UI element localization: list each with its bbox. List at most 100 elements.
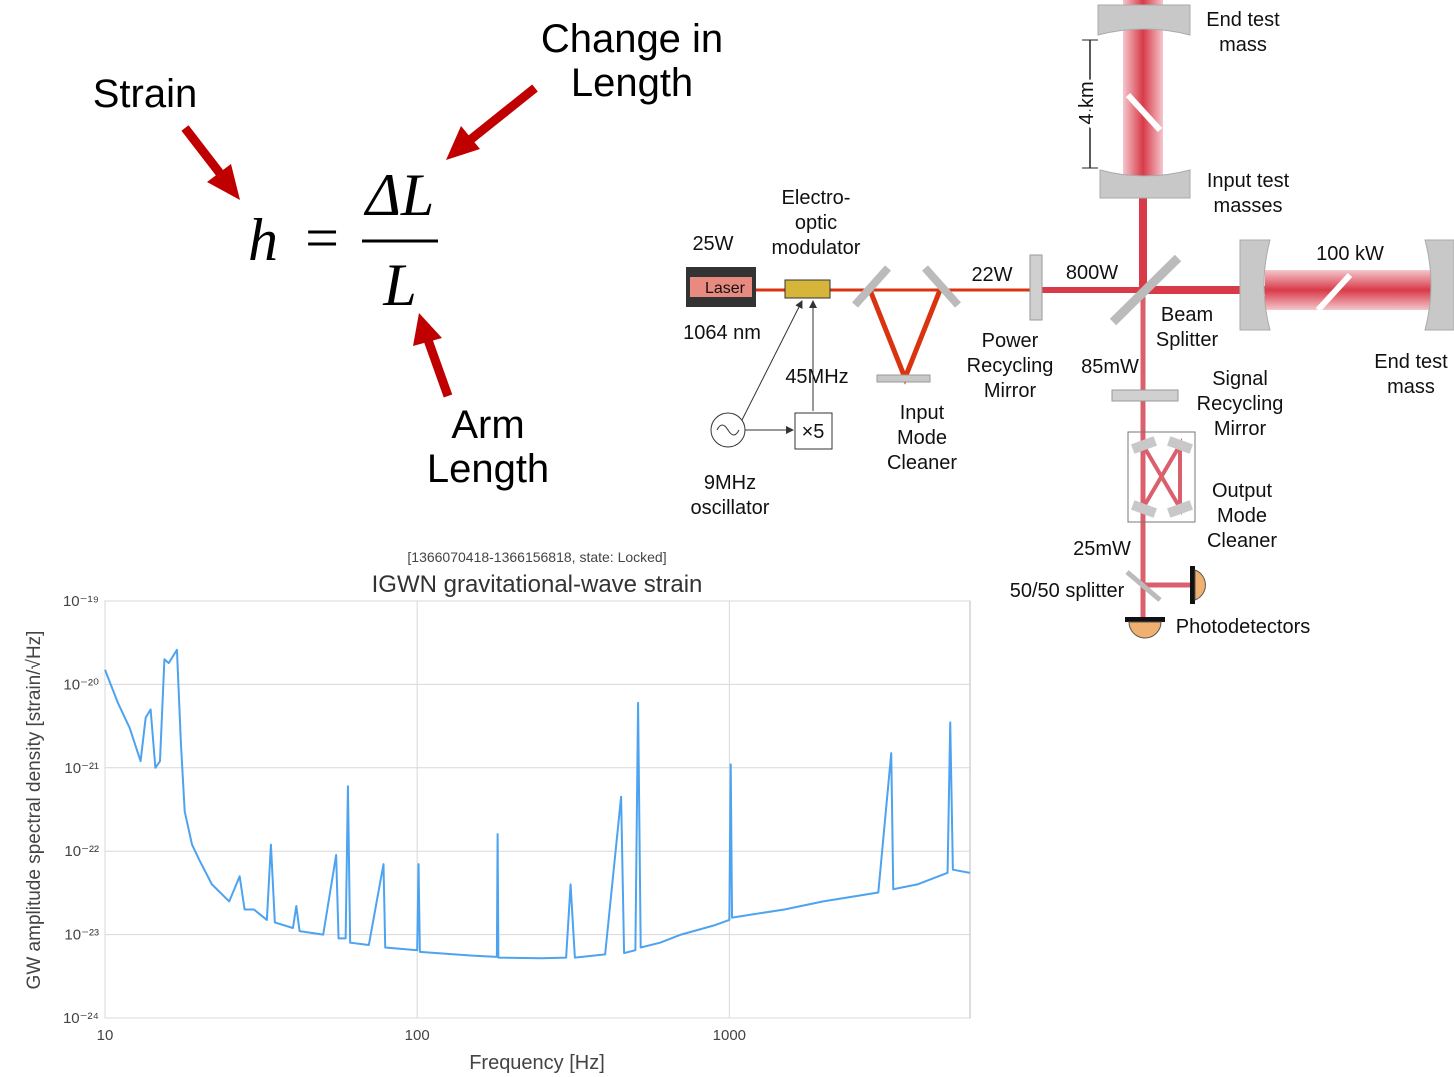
diagram-label-line: Output xyxy=(1212,480,1272,502)
arm-beam-horizontal xyxy=(1265,270,1454,310)
y-axis-label: GW amplitude spectral density [strain/√H… xyxy=(24,631,45,990)
photodetector xyxy=(1125,617,1165,622)
diagram-label-line: Signal xyxy=(1212,368,1268,390)
diagram-label-line: Laser xyxy=(705,280,746,297)
diagram-label: Signal Recycling Mirror xyxy=(1197,368,1284,440)
photodetector xyxy=(1129,622,1161,638)
diagram-label-line: Mirror xyxy=(1214,418,1267,440)
equation-label-line: Arm xyxy=(451,403,524,447)
diagram-label-line: Mode xyxy=(1217,505,1267,527)
diagram-label: Beam Splitter xyxy=(1156,304,1219,351)
diagram-label-line: Mirror xyxy=(984,380,1037,402)
arrow xyxy=(742,301,802,420)
diagram-label: 45MHz xyxy=(785,366,848,388)
diagram-label: 22W xyxy=(971,264,1012,286)
imc-beam xyxy=(870,290,940,378)
diagram-label: ×5 xyxy=(802,421,825,443)
diagram-label-line: 25mW xyxy=(1073,538,1131,560)
y-tick-label: 10⁻²² xyxy=(64,843,99,860)
power-recycling-mirror xyxy=(1030,255,1042,320)
diagram-label-line: 50/50 splitter xyxy=(1010,580,1125,602)
diagram-label-line: 25W xyxy=(692,233,733,255)
diagram-label-line: 4 km xyxy=(1076,81,1098,124)
diagram-label: Electro-optic modulator xyxy=(772,187,861,259)
diagram-label-line: Recycling xyxy=(967,355,1054,377)
diagram-label: 25W xyxy=(692,233,733,255)
diagram-label-line: Cleaner xyxy=(1207,530,1277,552)
diagram-label: Output Mode Cleaner xyxy=(1207,480,1277,552)
diagram-label: 4 km xyxy=(1076,81,1098,124)
interferometer xyxy=(686,0,1454,638)
y-tick-label: 10⁻²⁴ xyxy=(63,1010,99,1027)
diagram-label: 50/50 splitter xyxy=(1010,580,1125,602)
diagram-label: End test mass xyxy=(1374,351,1448,398)
x-axis-label: Frequency [Hz] xyxy=(469,1052,605,1074)
chart-title: IGWN gravitational-wave strain xyxy=(372,571,703,598)
diagram-label-line: Power xyxy=(982,330,1039,352)
eom xyxy=(785,280,830,298)
diagram-label: Input test masses xyxy=(1207,170,1290,217)
x-tick-label: 10 xyxy=(97,1027,114,1044)
y-tick-label: 10⁻²⁰ xyxy=(63,676,99,693)
equation-label-line: Length xyxy=(427,447,549,491)
spectrum-line xyxy=(105,650,970,959)
diagram-label-line: ×5 xyxy=(802,421,825,443)
y-tick-label: 10⁻¹⁹ xyxy=(63,593,99,610)
page: h = ΔL L xyxy=(0,0,1454,1077)
diagram-label-line: Mode xyxy=(897,427,947,449)
y-tick-label: 10⁻²³ xyxy=(64,927,99,944)
equation-label-line: Change in xyxy=(541,17,723,61)
diagram-label: 100 kW xyxy=(1316,243,1384,265)
diagram-label-line: Photodetectors xyxy=(1176,616,1311,638)
signal-recycling-mirror xyxy=(1112,390,1178,401)
equation-arrows xyxy=(185,88,535,396)
x-tick-label: 1000 xyxy=(713,1027,746,1044)
equation-numerator: ΔL xyxy=(364,162,435,228)
diagram-label: Input Mode Cleaner xyxy=(887,402,957,474)
diagram-label-line: modulator xyxy=(772,237,861,259)
diagram-label: Power Recycling Mirror xyxy=(967,330,1054,402)
diagram-label-line: Electro- xyxy=(782,187,851,209)
equation-label-line: Strain xyxy=(93,72,198,116)
diagram-label-line: mass xyxy=(1387,376,1435,398)
diagram-label: Photodetectors xyxy=(1176,616,1311,638)
diagram-label-line: 1064 nm xyxy=(683,322,761,344)
diagram-label-line: Beam xyxy=(1161,304,1213,326)
diagram-label-line: optic xyxy=(795,212,837,234)
diagram-label-line: Recycling xyxy=(1197,393,1284,415)
diagram-label-line: Input test xyxy=(1207,170,1290,192)
diagram-label: Laser xyxy=(705,280,746,297)
mirror xyxy=(925,268,958,305)
diagram-label-line: Cleaner xyxy=(887,452,957,474)
diagram-label-line: Input xyxy=(900,402,945,424)
chart-subtitle: [1366070418-1366156818, state: Locked] xyxy=(407,549,666,565)
diagram-label-line: 800W xyxy=(1066,262,1118,284)
diagram-label-line: 85mW xyxy=(1081,356,1139,378)
diagram-label-line: oscillator xyxy=(691,497,770,519)
diagram-label-line: Splitter xyxy=(1156,329,1219,351)
y-tick-label: 10⁻²¹ xyxy=(64,760,99,777)
diagram-label-line: mass xyxy=(1219,34,1267,56)
omc-beam xyxy=(1143,445,1180,508)
diagram-label-line: 9MHz xyxy=(704,472,756,494)
mirror xyxy=(877,375,930,382)
diagram-label-line: 100 kW xyxy=(1316,243,1384,265)
plot-area xyxy=(105,601,970,1018)
diagram-label: 800W xyxy=(1066,262,1118,284)
photodetector xyxy=(1190,566,1195,604)
diagram-label-line: End test xyxy=(1206,9,1280,31)
equation: h = ΔL L xyxy=(248,162,438,318)
diagram-label-line: masses xyxy=(1214,195,1283,217)
photodetector xyxy=(1195,570,1205,600)
diagram-label: 25mW xyxy=(1073,538,1131,560)
equation-lhs: h xyxy=(248,207,278,273)
x-tick-label: 100 xyxy=(405,1027,430,1044)
diagram-label: 9MHz oscillator xyxy=(691,472,770,519)
diagram-label: 1064 nm xyxy=(683,322,761,344)
diagram-label-line: 45MHz xyxy=(785,366,848,388)
equation-label: Strain xyxy=(93,72,198,116)
diagram-label: 85mW xyxy=(1081,356,1139,378)
diagram-label-line: End test xyxy=(1374,351,1448,373)
